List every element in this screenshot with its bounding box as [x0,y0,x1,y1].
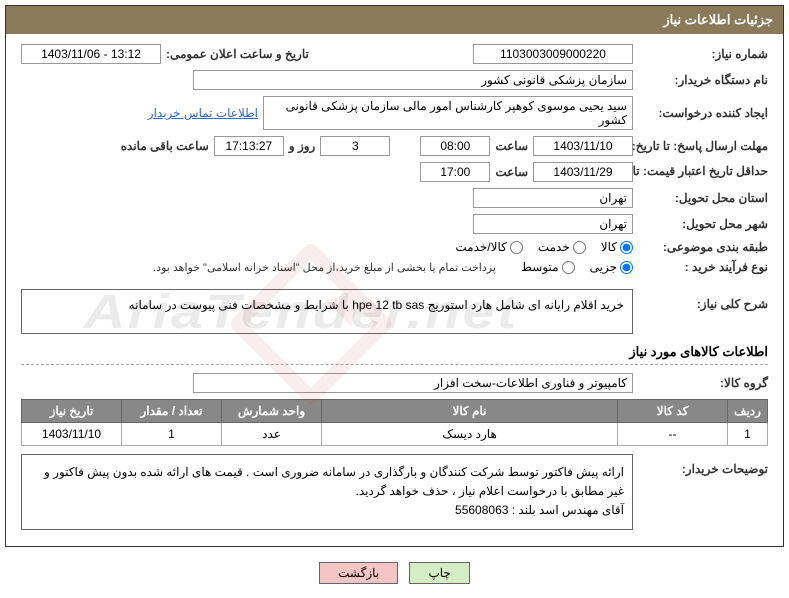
requester-value: سید یحیی موسوی کوهپر کارشناس امور مالی س… [263,96,633,130]
panel-header: جزئیات اطلاعات نیاز [6,6,783,34]
cell-name: هارد دیسک [322,423,618,446]
response-deadline-label: مهلت ارسال پاسخ: تا تاریخ: [638,139,768,153]
price-validity-date: 1403/11/29 [533,162,633,182]
remaining-label: ساعت باقی مانده [121,139,209,153]
radio-khedmat[interactable]: خدمت [538,240,586,254]
response-deadline-time: 08:00 [420,136,490,156]
buyer-org-label: نام دستگاه خریدار: [638,73,768,87]
table-row: 1 -- هارد دیسک عدد 1 1403/11/10 [22,423,768,446]
cell-qty: 1 [122,423,222,446]
purchase-type-label: نوع فرآیند خرید : [638,260,768,274]
radio-medium[interactable]: متوسط [521,260,575,274]
th-qty: تعداد / مقدار [122,400,222,423]
announce-date-value: 1403/11/06 - 13:12 [21,44,161,64]
response-countdown: 17:13:27 [214,136,284,156]
province-value: تهران [473,188,633,208]
buyer-org-value: سازمان پزشکی قانونی کشور [193,70,633,90]
days-word: روز و [289,139,316,153]
response-days: 3 [320,136,390,156]
price-validity-label: حداقل تاریخ اعتبار قیمت: تا تاریخ: [638,164,768,180]
requester-label: ایجاد کننده درخواست: [638,106,768,120]
items-section-title: اطلاعات کالاهای مورد نیاز [21,344,768,365]
buyer-notes-value: ارائه پیش فاکتور توسط شرکت کنندگان و بار… [21,454,633,530]
overview-label: شرح کلی نیاز: [638,289,768,311]
need-number-label: شماره نیاز: [638,47,768,61]
group-value: کامپیوتر و فناوری اطلاعات-سخت افزار [193,373,633,393]
city-label: شهر محل تحویل: [638,217,768,231]
radio-kala-khedmat[interactable]: کالا/خدمت [455,240,522,254]
purchase-type-radio-group: جزیی متوسط [521,260,633,274]
overview-value: خرید اقلام رایانه ای شامل هارد استوریج h… [21,289,633,334]
announce-date-label: تاریخ و ساعت اعلان عمومی: [166,47,309,61]
button-row: چاپ بازگشت [0,552,789,594]
category-label: طبقه بندی موضوعی: [638,240,768,254]
response-time-label: ساعت [495,139,528,153]
main-panel: جزئیات اطلاعات نیاز شماره نیاز: 11030030… [5,5,784,547]
response-deadline-date: 1403/11/10 [533,136,633,156]
th-needdate: تاریخ نیاز [22,400,122,423]
buyer-notes-label: توضیحات خریدار: [638,454,768,476]
cell-row: 1 [728,423,768,446]
print-button[interactable]: چاپ [409,562,469,584]
price-validity-time-label: ساعت [495,165,528,179]
group-label: گروه کالا: [638,376,768,390]
th-row: ردیف [728,400,768,423]
cell-unit: عدد [222,423,322,446]
th-code: کد کالا [618,400,728,423]
th-unit: واحد شمارش [222,400,322,423]
cell-needdate: 1403/11/10 [22,423,122,446]
back-button[interactable]: بازگشت [319,562,398,584]
table-header-row: ردیف کد کالا نام کالا واحد شمارش تعداد /… [22,400,768,423]
items-table: ردیف کد کالا نام کالا واحد شمارش تعداد /… [21,399,768,446]
need-number-value: 1103003009000220 [473,44,633,64]
radio-partial[interactable]: جزیی [590,260,633,274]
buyer-contact-link[interactable]: اطلاعات تماس خریدار [148,106,258,120]
city-value: تهران [473,214,633,234]
purchase-type-note: پرداخت تمام یا بخشی از مبلغ خرید،از محل … [153,261,496,274]
th-name: نام کالا [322,400,618,423]
category-radio-group: کالا خدمت کالا/خدمت [455,240,633,254]
radio-kala[interactable]: کالا [601,240,633,254]
cell-code: -- [618,423,728,446]
province-label: استان محل تحویل: [638,191,768,205]
price-validity-time: 17:00 [420,162,490,182]
